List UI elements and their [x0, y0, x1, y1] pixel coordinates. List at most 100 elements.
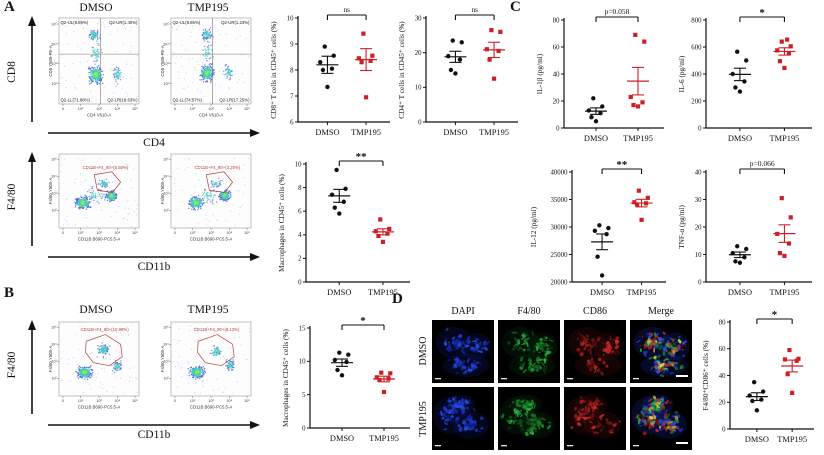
svg-text:10²: 10² [51, 377, 57, 381]
panel-d-header-f480: F4/80 [517, 306, 541, 317]
svg-text:F4/80 Y605-A: F4/80 Y605-A [48, 346, 53, 373]
panel-b-label: B [4, 285, 15, 301]
svg-text:TMP195: TMP195 [770, 288, 800, 297]
svg-text:Q2-UL(8.89%): Q2-UL(8.89%) [61, 20, 89, 25]
micrograph-dmso-dapi [432, 320, 494, 383]
flow-title-a-tmp195: TMP195 [187, 2, 229, 14]
svg-text:10³: 10³ [163, 62, 169, 66]
svg-text:TMP195: TMP195 [368, 288, 398, 297]
panel-d-row-dmso: DMSO [418, 336, 429, 366]
flow-plot-a-bottom-dmso-svg: CD11B+F4_80+(5.50%) 0 10² 10³ 10⁴ 10⁵ 10⁵ 10⁴ 10… [48, 153, 140, 242]
micrograph-dmso-dapi-svg [432, 320, 494, 383]
f480-axis-arrow-b [28, 320, 36, 414]
cd8-axis-arrow [28, 16, 36, 122]
svg-text:DMSO: DMSO [590, 288, 614, 297]
svg-text:30000: 30000 [551, 224, 569, 231]
scatter-tnfa: 0 10 20 30 40 TNF-α (pg/ml) DMSO TMP195 p=0.066 [676, 156, 820, 308]
svg-text:10²: 10² [163, 209, 169, 213]
micrograph-tmp195-dapi [432, 387, 494, 450]
scatter-tnfa-svg: 0 10 20 30 40 TNF-α (pg/ml) DMSO TMP195 p=0.066 [677, 159, 812, 297]
scatter-macrophages-a: 0 2 4 6 8 10 Macrophages in CD45⁺ cells (%) DMS… [276, 148, 418, 308]
svg-text:10⁵: 10⁵ [132, 398, 138, 403]
svg-text:10³: 10³ [96, 398, 102, 403]
svg-text:p=0.066: p=0.066 [750, 159, 775, 168]
scatter-il6: 0 200 400 600 800 IL-6 (pg/ml) DMSO TMP195 * [676, 4, 820, 154]
micrograph-tmp195-cd86 [564, 387, 626, 450]
svg-text:Macrophages in CD45⁺ cells (%): Macrophages in CD45⁺ cells (%) [277, 173, 286, 271]
svg-text:CD11B+F4_80+(8.12%): CD11B+F4_80+(8.12%) [194, 327, 240, 332]
svg-text:10⁴: 10⁴ [163, 175, 169, 179]
cd11b-axis-label-b: CD11b [137, 429, 171, 441]
svg-text:10³: 10³ [96, 106, 102, 111]
f480-axis-arrow-a [28, 152, 36, 246]
svg-text:10⁵: 10⁵ [163, 23, 169, 27]
svg-text:0: 0 [418, 119, 422, 126]
svg-text:Q2-LR(17.25%): Q2-LR(17.25%) [219, 98, 250, 103]
svg-text:TMP195: TMP195 [369, 434, 399, 443]
svg-text:0: 0 [174, 398, 177, 403]
flow-title-a-dmso: DMSO [79, 2, 113, 14]
svg-text:TMP195: TMP195 [351, 128, 381, 137]
svg-text:0: 0 [698, 279, 702, 286]
svg-text:CD11B+F4_80+(5.50%): CD11B+F4_80+(5.50%) [83, 165, 129, 170]
svg-text:10⁴: 10⁴ [51, 42, 57, 46]
svg-text:Macrophages in CD45⁺ cells (%): Macrophages in CD45⁺ cells (%) [281, 328, 290, 426]
micrograph-dmso-merge [630, 320, 692, 383]
svg-text:CD8 Y585-PE-A: CD8 Y585-PE-A [160, 45, 165, 76]
svg-text:10⁴: 10⁴ [226, 398, 232, 403]
svg-text:10²: 10² [163, 377, 169, 381]
svg-text:CD4 V610-A: CD4 V610-A [87, 113, 111, 118]
panel-d-label: D [392, 291, 403, 307]
svg-text:0: 0 [174, 230, 177, 235]
flow-plot-a-top-dmso: Q2-UL(8.89%) Q2-UR(1.40%) Q2-LL(71.88%) Q2-… [48, 16, 144, 128]
flow-plot-b-dmso: CD11B+F4_80+(10.99%) 0 10² 10³ 10⁴ 10⁵ 10⁵ 10⁴ 1… [48, 320, 144, 420]
scatter-cd8-t-cells-svg: 6 7 8 9 10 CD8⁺ T cells in CD45⁺ cells (%) DMS… [269, 6, 390, 137]
panel-a-label: A [4, 0, 15, 15]
svg-text:400: 400 [691, 71, 702, 78]
svg-text:*: * [772, 309, 778, 321]
svg-text:10⁵: 10⁵ [163, 326, 169, 330]
flow-plot-b-tmp195-svg: CD11B+F4_80+(8.12%) 0 10² 10³ 10⁴ 10⁵ 10⁵ 10⁴ 10… [160, 321, 252, 410]
svg-text:TNF-α (pg/ml): TNF-α (pg/ml) [677, 205, 686, 249]
svg-text:CD11B B690-PC5.5-A: CD11B B690-PC5.5-A [78, 237, 121, 242]
scatter-il12: 20000 25000 30000 35000 40000 IL-12 (pg/ml) DM… [528, 156, 674, 308]
svg-text:40: 40 [553, 71, 560, 78]
svg-text:10³: 10³ [208, 230, 214, 235]
f480-axis-label-b: F4/80 [6, 351, 18, 379]
svg-text:10⁴: 10⁴ [114, 106, 120, 111]
svg-text:Q2-UR(1.23%): Q2-UR(1.23%) [221, 20, 250, 25]
svg-text:DMSO: DMSO [315, 128, 339, 137]
svg-text:10⁴: 10⁴ [163, 343, 169, 347]
scatter-macrophages-b: 0 5 10 15 Macrophages in CD45⁺ cells (%) DMSO… [280, 312, 418, 454]
svg-text:ns: ns [344, 6, 351, 14]
svg-text:10⁴: 10⁴ [51, 175, 57, 179]
svg-text:2: 2 [298, 256, 302, 263]
svg-text:CD8 Y585-PE-A: CD8 Y585-PE-A [48, 45, 53, 76]
scatter-cd8-t-cells: 6 7 8 9 10 CD8⁺ T cells in CD45⁺ cells (%) DMS… [268, 2, 398, 148]
svg-text:0: 0 [722, 426, 726, 433]
svg-text:35000: 35000 [551, 197, 569, 204]
scatter-f480-cd86-svg: 0 20 40 60 80 F4/80⁺CD86⁺ cells (%) DMSO TMP195… [701, 309, 814, 444]
svg-text:10⁵: 10⁵ [132, 230, 138, 235]
svg-text:10³: 10³ [51, 62, 57, 66]
flow-title-b-tmp195: TMP195 [187, 304, 229, 316]
svg-text:10²: 10² [51, 82, 57, 86]
svg-text:F4/80⁺CD86⁺ cells (%): F4/80⁺CD86⁺ cells (%) [701, 340, 710, 411]
svg-text:6: 6 [298, 209, 302, 216]
scatter-il1b: 0 20 40 60 80 IL-1β (pg/ml) DMSO TMP195 p=0.058 [534, 4, 672, 154]
micrograph-tmp195-cd86-svg [564, 387, 626, 450]
scatter-macrophages-b-svg: 0 5 10 15 Macrophages in CD45⁺ cells (%) DMSO… [281, 315, 410, 443]
svg-text:10⁵: 10⁵ [244, 398, 250, 403]
micrograph-dmso-cd86 [564, 320, 626, 383]
svg-text:10⁵: 10⁵ [51, 158, 57, 162]
svg-text:80: 80 [719, 319, 726, 326]
svg-text:10²: 10² [190, 106, 196, 111]
svg-text:**: ** [616, 159, 628, 171]
svg-text:10⁵: 10⁵ [163, 158, 169, 162]
svg-text:8: 8 [298, 185, 302, 192]
flow-plot-a-top-tmp195-svg: Q2-UL(8.95%) Q2-UR(1.23%) Q2-LL(74.57%) Q2-… [160, 17, 252, 118]
svg-text:10²: 10² [190, 230, 196, 235]
svg-text:600: 600 [691, 44, 702, 51]
svg-text:TMP195: TMP195 [627, 288, 657, 297]
